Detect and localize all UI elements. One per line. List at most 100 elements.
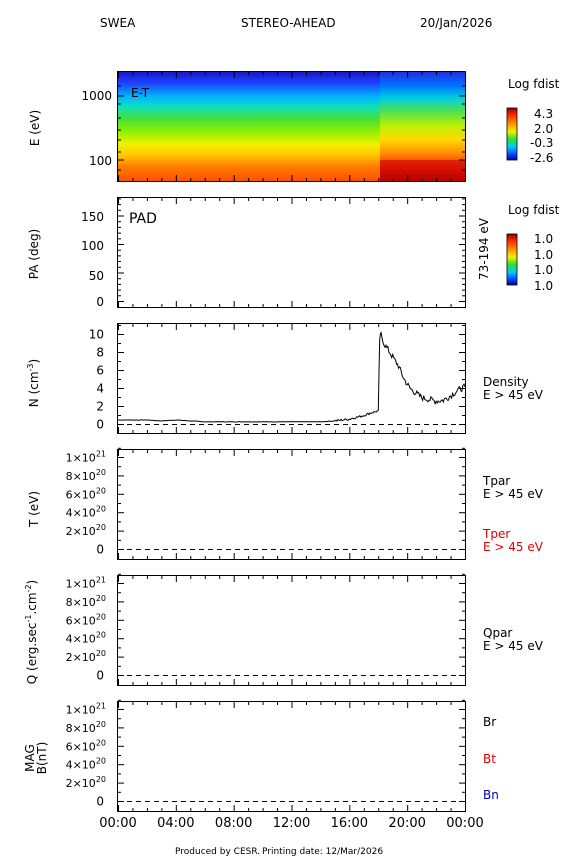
density-panel: 10 8 6 4 2 0 N (cm-3) Density E > 45 eV <box>26 323 544 434</box>
header-date: 20/Jan/2026 <box>420 16 492 30</box>
pad-cbar-tick-4: 1.0 <box>534 279 553 293</box>
heatflux-ytick-label: 8×1020 <box>66 594 106 609</box>
energy-inset-label: E-T <box>131 86 150 100</box>
density-ytick-label: 0 <box>96 418 104 432</box>
mag-ytick-label: 2×1020 <box>66 775 106 790</box>
heatflux-yticks: 1×1021 8×1020 6×1020 4×1020 2×1020 0 <box>66 573 465 683</box>
mag-yticks: 1×1021 8×1020 6×1020 4×1020 2×1020 0 <box>66 699 465 809</box>
header-instrument: SWEA <box>100 16 136 30</box>
tper-legend-energy: E > 45 eV <box>483 540 544 554</box>
heatflux-ytick-label: 4×1020 <box>66 631 106 646</box>
temperature-ytick-label: 8×1020 <box>66 468 106 483</box>
pad-ylabel: PA (deg) <box>27 229 41 279</box>
pad-ytick-0: 0 <box>96 295 104 309</box>
energy-cbar-tick-2: 2.0 <box>534 122 553 136</box>
pad-cbar-tick-2: 1.0 <box>534 248 553 262</box>
mag-ytick-label: 4×1020 <box>66 757 106 772</box>
heatflux-ytick-zero: 0 <box>96 669 104 683</box>
energy-ytick-1000: 1000 <box>81 89 112 103</box>
energy-panel: E-T 1000 100 E (eV) Log fdist 4.3 2.0 -0… <box>28 71 560 182</box>
pad-ytick-100: 100 <box>81 239 104 253</box>
mag-frame <box>117 701 466 812</box>
energy-colorbar-title: Log fdist <box>508 77 560 91</box>
footer-produced-by: Produced by CESR. <box>175 847 260 857</box>
temperature-ytick-label: 6×1020 <box>66 486 106 501</box>
pad-colorbar <box>506 233 518 286</box>
temperature-ticks <box>118 450 466 559</box>
pad-inset-label: PAD <box>129 211 157 227</box>
heatflux-ytick-label: 2×1020 <box>66 649 106 664</box>
footer-printing-date: Printing date: 12/Mar/2026 <box>262 847 383 857</box>
temperature-ytick-label: 4×1020 <box>66 505 106 520</box>
temperature-ytick-zero: 0 <box>96 543 104 557</box>
mag-ylabel-1: MAG <box>23 744 37 772</box>
density-legend: Density <box>483 375 529 389</box>
pad-cbar-tick-3: 1.0 <box>534 263 553 277</box>
heatflux-frame <box>117 575 466 686</box>
mag-ytick-label: 6×1020 <box>66 738 106 753</box>
heatflux-ylabel: Q (erg.sec-1.cm-2) <box>24 580 39 684</box>
density-legend-energy: E > 45 eV <box>483 388 544 402</box>
energy-colorbar <box>506 107 518 161</box>
qpar-legend: Qpar <box>483 626 512 640</box>
pad-frame <box>117 197 466 308</box>
x-tick-label: 08:00 <box>215 816 252 831</box>
header-spacecraft: STEREO-AHEAD <box>241 16 336 30</box>
temperature-ytick-label: 2×1020 <box>66 523 106 538</box>
mag-ticks <box>118 702 466 811</box>
density-yticks: 10 8 6 4 2 0 <box>89 325 465 432</box>
pad-ytick-50: 50 <box>89 269 104 283</box>
density-ytick-label: 10 <box>89 328 104 342</box>
energy-cbar-tick-3: -0.3 <box>530 136 553 150</box>
heatflux-panel: 1×1021 8×1020 6×1020 4×1020 2×1020 0 Q (erg.s… <box>24 573 544 686</box>
bn-legend: Bn <box>483 788 499 802</box>
mag-ytick-zero: 0 <box>96 795 104 809</box>
x-tick-label: 12:00 <box>273 816 310 831</box>
pad-cbar-tick-1: 1.0 <box>534 232 553 246</box>
energy-frame <box>117 71 466 182</box>
temperature-panel: 1×1021 8×1020 6×1020 4×1020 2×1020 0 T (eV) T… <box>27 447 544 560</box>
mag-ylabel-2: B(nT) <box>35 742 49 775</box>
density-series-line <box>118 331 466 423</box>
x-tick-label: 16:00 <box>331 816 368 831</box>
density-ytick-label: 8 <box>96 346 104 360</box>
pad-ticks <box>118 198 466 307</box>
mag-ytick-label: 8×1020 <box>66 720 106 735</box>
density-ylabel: N (cm-3) <box>26 359 41 407</box>
pad-ytick-150: 150 <box>81 210 104 224</box>
temperature-frame <box>117 449 466 560</box>
spectrogram-transition <box>345 72 385 181</box>
energy-cbar-tick-1: 4.3 <box>534 107 553 121</box>
heatflux-ytick-label: 6×1020 <box>66 612 106 627</box>
bt-legend: Bt <box>483 752 496 766</box>
heatflux-ytick-label: 1×1021 <box>66 576 106 591</box>
energy-cbar-tick-4: -2.6 <box>530 151 553 165</box>
spectrogram-hot-band <box>380 160 465 181</box>
density-ytick-label: 6 <box>96 364 104 378</box>
tpar-legend: Tpar <box>482 474 510 488</box>
energy-ytick-100: 100 <box>89 154 112 168</box>
temperature-ylabel: T (eV) <box>27 491 41 528</box>
x-axis-labels: 00:00 04:00 08:00 12:00 16:00 20:00 00:00 <box>99 816 483 831</box>
heatflux-ticks <box>118 576 466 685</box>
density-frame <box>117 323 466 434</box>
mag-ytick-label: 1×1021 <box>66 702 106 717</box>
qpar-legend-energy: E > 45 eV <box>483 639 544 653</box>
energy-ylabel: E (eV) <box>28 110 42 146</box>
pad-colorbar-title: Log fdist <box>508 203 560 217</box>
density-ticks <box>118 324 466 433</box>
density-ytick-label: 2 <box>96 400 104 414</box>
pad-energy-range: 73-194 eV <box>477 217 491 280</box>
x-tick-label: 20:00 <box>388 816 425 831</box>
x-tick-label: 04:00 <box>157 816 194 831</box>
density-ytick-label: 4 <box>96 382 104 396</box>
temperature-ytick-label: 1×1021 <box>66 450 106 465</box>
energy-ticks <box>118 72 466 181</box>
tpar-legend-energy: E > 45 eV <box>483 487 544 501</box>
pad-panel: PAD 150 100 50 0 PA (deg) 73-194 eV Log … <box>27 197 560 309</box>
x-tick-label: 00:00 <box>446 816 483 831</box>
tper-legend: Tper <box>482 527 510 541</box>
x-tick-label: 00:00 <box>99 816 136 831</box>
temperature-yticks: 1×1021 8×1020 6×1020 4×1020 2×1020 0 <box>66 447 465 557</box>
